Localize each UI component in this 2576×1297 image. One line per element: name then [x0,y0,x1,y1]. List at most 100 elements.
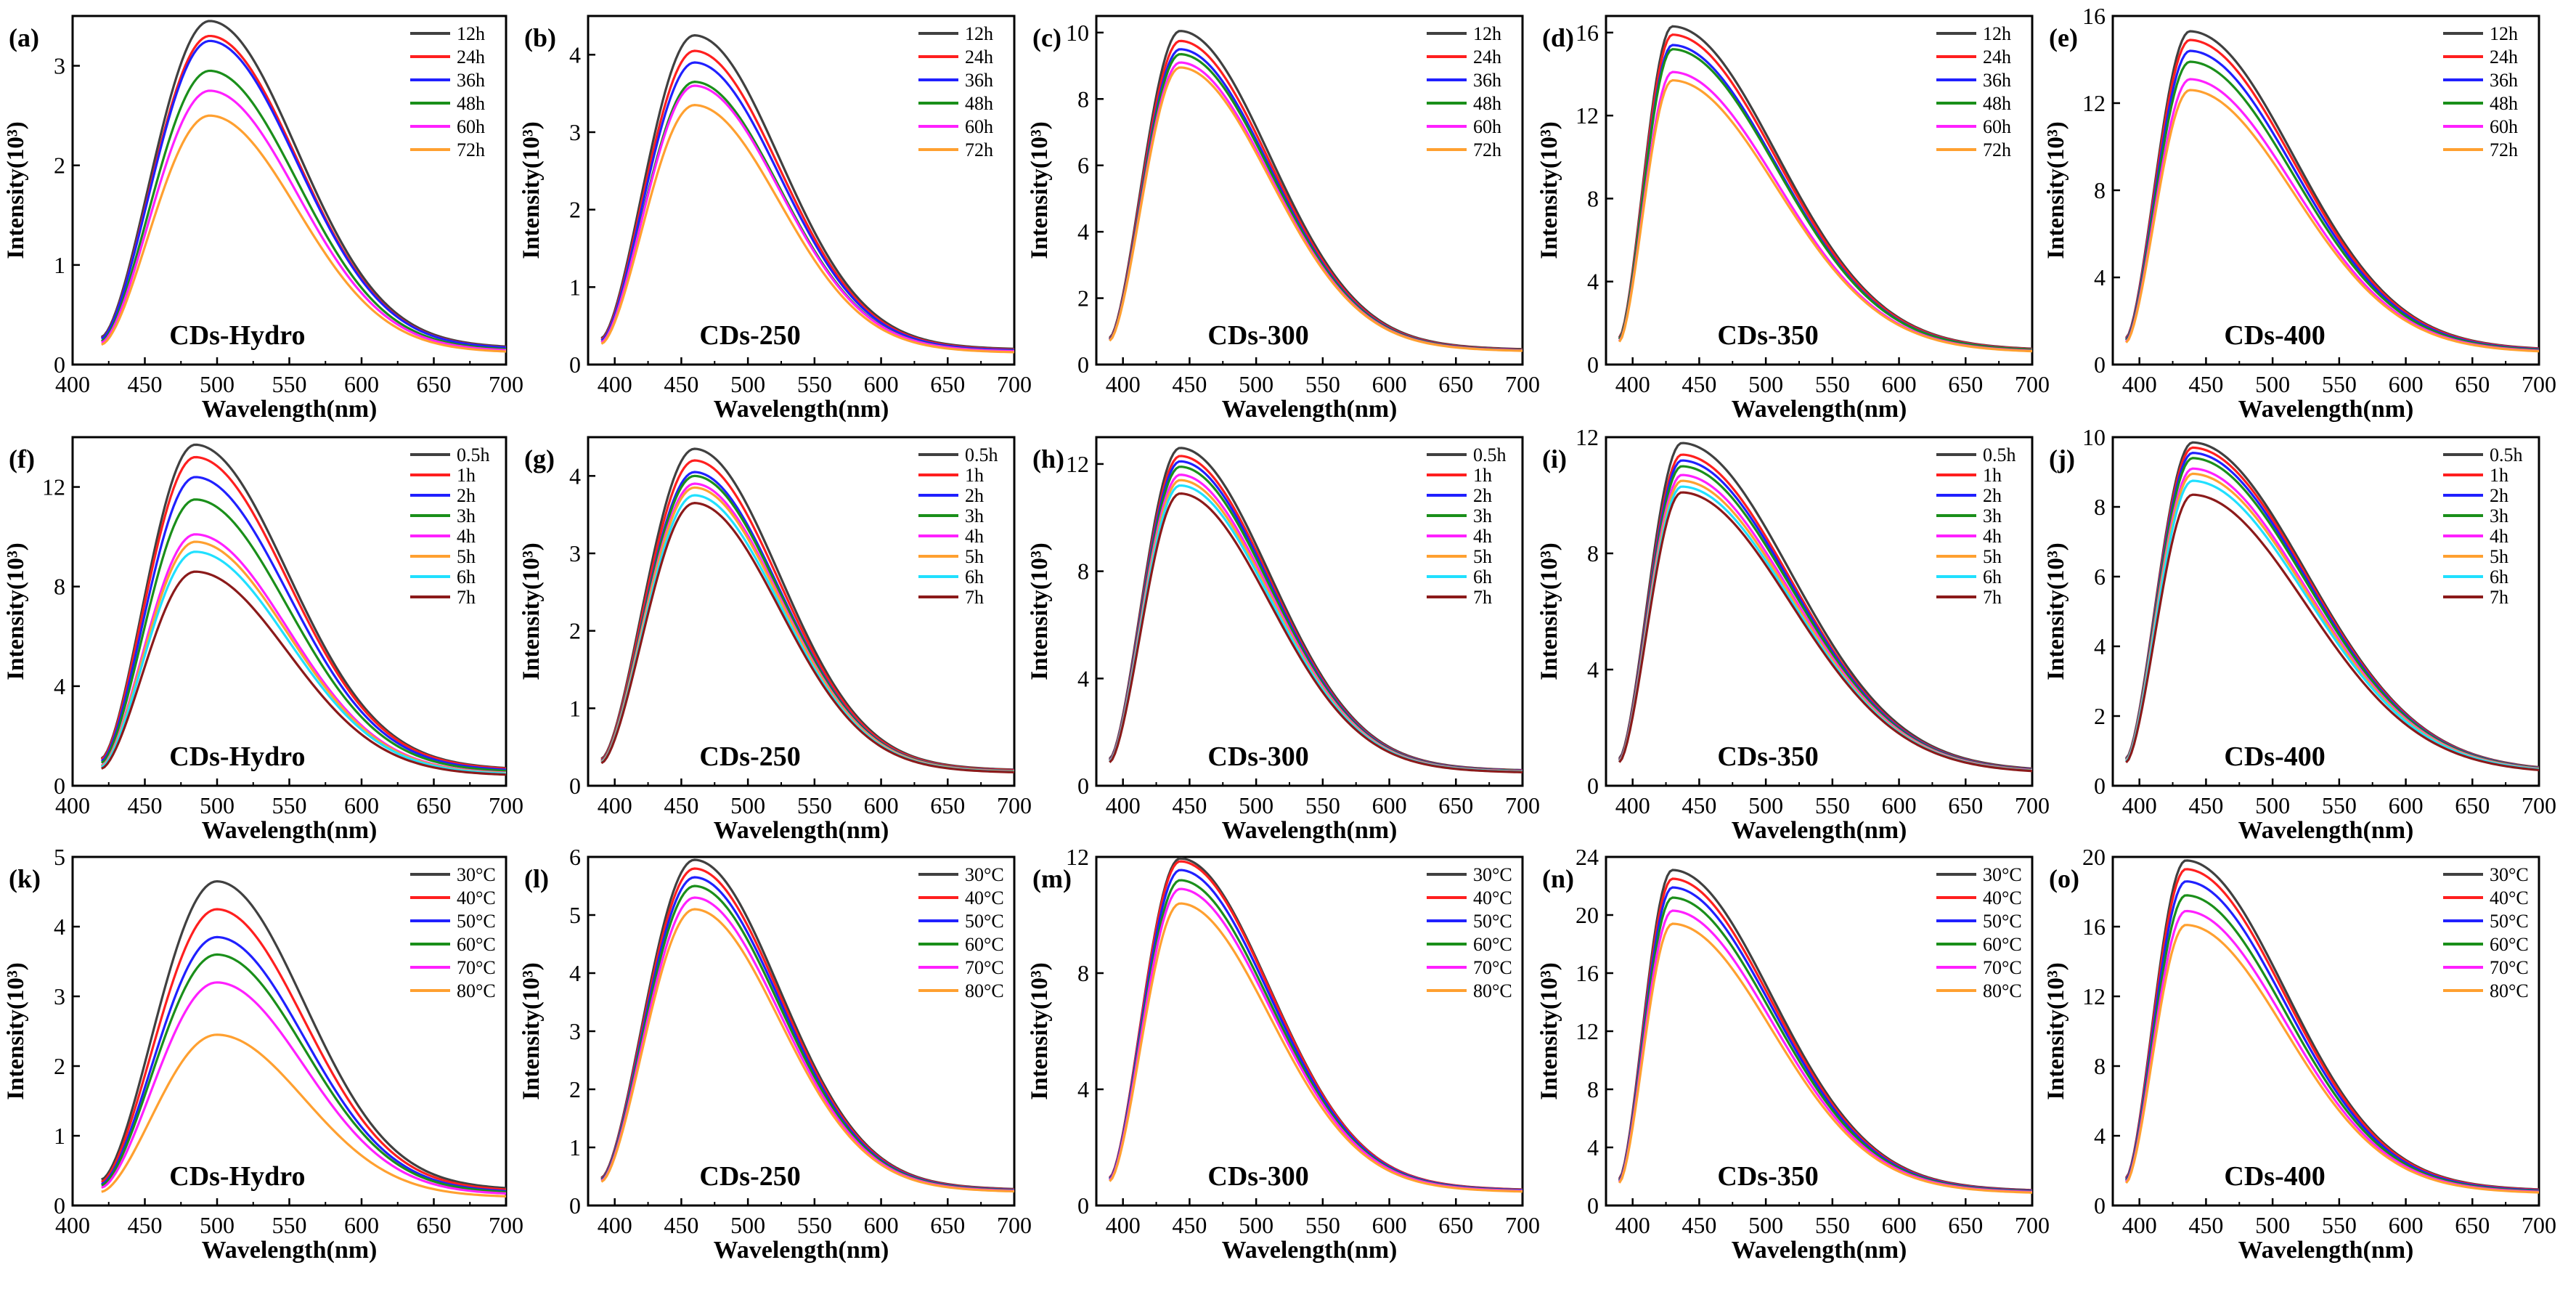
x-tick-label: 500 [1748,371,1783,397]
legend-label: 30°C [457,864,496,885]
x-tick-label: 550 [1305,1212,1340,1238]
x-tick-label: 500 [1748,792,1783,818]
x-tick-label: 400 [55,371,90,397]
x-tick-label: 650 [930,792,965,818]
legend-label: 6h [1983,566,2002,587]
x-tick-label: 500 [2255,792,2290,818]
legend-label: 80°C [965,980,1004,1001]
series-line-60°C [101,953,506,1193]
series-line-80°C [1618,922,2032,1194]
x-axis-title: Wavelength(nm) [1222,396,1398,423]
y-tick-label: 12 [1066,451,1089,477]
y-tick-label: 8 [2094,1053,2106,1079]
y-tick-label: 4 [54,914,65,940]
legend-label: 30°C [1473,864,1512,885]
legend-label: 60h [1473,116,1501,137]
sample-label: CDs-400 [2224,1161,2325,1192]
chart-panel-h: 400 450 500 550 600 650 700 0 4 8 12 Wavelength(nm)… [1027,436,1540,844]
y-axis-title: Intensity(10³) [1027,542,1053,680]
y-tick-label: 16 [2082,3,2106,29]
x-tick-label: 700 [997,1212,1032,1238]
panel-label: (f) [9,444,35,473]
x-tick-label: 400 [55,792,90,818]
series-line-6h [1109,484,1523,773]
series-line-7h [2125,493,2539,771]
x-tick-label: 400 [2122,371,2157,397]
sample-label: CDs-300 [1207,320,1308,351]
legend-label: 3h [1473,505,1492,526]
legend-label: 60°C [2490,934,2529,955]
y-tick-label: 1 [569,695,581,721]
series-line-36h [1109,48,1523,351]
legend-label: 2h [1983,485,2002,506]
series-line-30°C [2124,859,2539,1191]
legend-label: 6h [2490,566,2508,587]
series-line-3h [100,498,506,773]
x-tick-label: 500 [2255,371,2290,397]
y-tick-label: 16 [1576,20,1599,46]
legend-label: 48h [457,93,485,114]
y-tick-label: 4 [1587,1134,1599,1160]
y-tick-label: 12 [1576,1018,1599,1044]
sample-label: CDs-400 [2224,741,2325,772]
x-tick-label: 600 [1882,792,1917,818]
series-line-40°C [2124,868,2539,1192]
y-tick-label: 0 [2094,1192,2106,1219]
x-tick-label: 650 [2455,1212,2490,1238]
x-tick-label: 450 [2188,792,2223,818]
x-axis-title: Wavelength(nm) [714,817,889,844]
x-tick-label: 400 [1615,1212,1650,1238]
panel-label: (k) [9,864,41,893]
plot-frame [2111,436,2540,787]
legend-label: 80°C [1983,980,2022,1001]
legend-label: 7h [1983,587,2002,608]
legend-label: 6h [457,566,476,587]
y-axis-title: Intensity(10³) [2043,962,2069,1100]
x-tick-label: 550 [272,1212,307,1238]
legend-label: 50°C [457,911,496,932]
series-line-60h [600,84,1014,353]
series-line-7h [1109,492,1523,773]
panel-label: (i) [1542,444,1567,473]
legend-label: 24h [457,46,485,68]
legend-label: 72h [457,139,485,160]
y-tick-label: 4 [2094,1123,2106,1149]
y-tick-label: 4 [1587,269,1599,295]
x-tick-label: 700 [2522,371,2556,397]
x-tick-label: 400 [1615,371,1650,397]
legend-label: 24h [1983,46,2011,68]
legend-label: 5h [1983,546,2002,567]
legend-label: 0.5h [1983,444,2016,465]
legend-label: 60°C [1473,934,1512,955]
series-line-60h [1109,61,1523,352]
legend-label: 6h [1473,566,1492,587]
chart-panel-e: 400 450 500 550 600 650 700 0 4 8 12 16 Wavelength(n… [2043,3,2556,423]
y-tick-label: 4 [569,960,581,986]
legend-label: 60°C [1983,934,2022,955]
x-tick-label: 700 [1505,792,1540,818]
legend-label: 60°C [965,934,1004,955]
x-tick-label: 700 [1505,371,1540,397]
y-tick-label: 2 [569,197,581,223]
x-tick-label: 550 [1305,792,1340,818]
x-tick-label: 700 [2522,1212,2556,1238]
y-tick-label: 2 [569,618,581,644]
series-line-36h [100,39,506,349]
legend-label: 48h [965,93,993,114]
series-line-7h [1618,491,2032,773]
y-tick-label: 8 [1587,1076,1599,1102]
x-tick-label: 400 [598,1212,632,1238]
legend-label: 50°C [2490,911,2529,932]
legend-label: 36h [1473,70,1501,91]
legend-label: 1h [1473,465,1492,486]
chart-panel-a: 400 450 500 550 600 650 700 0 1 2 3 Wavelength(nm) I… [3,15,523,423]
y-tick-label: 4 [2094,633,2106,659]
y-tick-label: 8 [2094,494,2106,520]
series-line-5h [1618,479,2032,772]
plot-frame [2111,855,2540,1207]
legend-label: 70°C [965,957,1004,978]
x-axis-title: Wavelength(nm) [2238,1237,2414,1264]
x-tick-label: 500 [730,1212,765,1238]
x-axis-title: Wavelength(nm) [202,1237,378,1264]
legend-label: 3h [1983,505,2002,526]
